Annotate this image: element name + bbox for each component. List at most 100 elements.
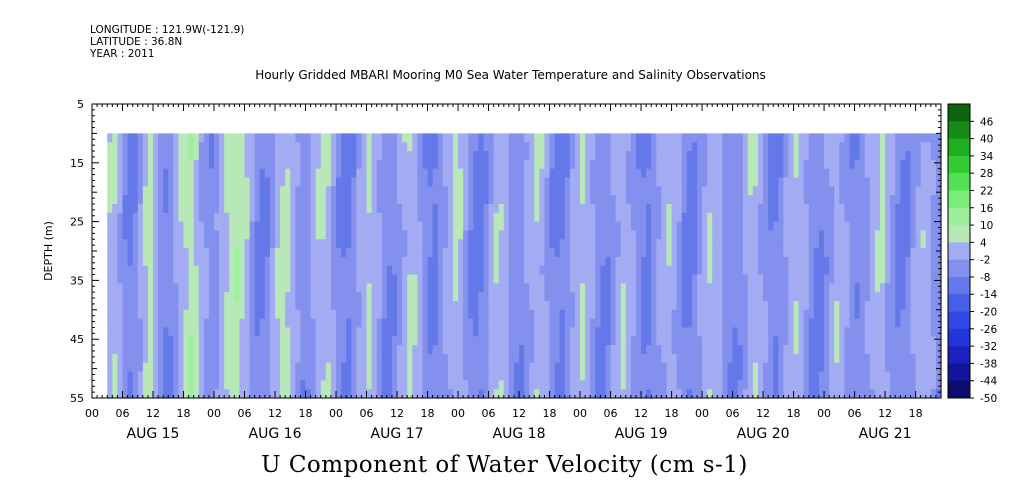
heatmap-cell [666, 256, 673, 267]
heatmap-cell [264, 380, 271, 390]
heatmap-cell [407, 336, 413, 346]
heatmap-cell [407, 300, 413, 311]
heatmap-cell [605, 309, 612, 320]
heatmap-cell [412, 168, 418, 179]
heatmap-cell [905, 265, 912, 276]
heatmap-cell [310, 230, 317, 240]
heatmap-cell [839, 353, 845, 364]
heatmap-cell [808, 195, 815, 205]
heatmap-cell [442, 380, 449, 390]
heatmap-cell [112, 151, 119, 161]
heatmap-cell [722, 300, 729, 311]
heatmap-cell [147, 142, 154, 152]
heatmap-cell [503, 212, 510, 223]
heatmap-cell [895, 327, 901, 337]
heatmap-cell [585, 133, 591, 143]
heatmap-cell [447, 380, 454, 390]
heatmap-cell [646, 362, 652, 373]
heatmap-cell [879, 168, 886, 179]
heatmap-cell [254, 186, 261, 196]
heatmap-cell [346, 318, 352, 329]
heatmap-cell [178, 151, 185, 161]
heatmap-cell [844, 353, 851, 364]
heatmap-cell [371, 142, 378, 152]
heatmap-cell [722, 353, 729, 364]
heatmap-cell [930, 318, 937, 329]
heatmap-cell [437, 274, 444, 284]
heatmap-cell [818, 274, 825, 284]
heatmap-cell [117, 133, 124, 143]
heatmap-cell [696, 203, 703, 214]
heatmap-cell [625, 389, 632, 399]
heatmap-cell [661, 230, 668, 240]
heatmap-cell [386, 133, 393, 143]
heatmap-cell [793, 336, 800, 346]
heatmap-cell [254, 239, 261, 249]
heatmap-cell [879, 248, 886, 258]
heatmap-cell [778, 265, 784, 276]
heatmap-cell [473, 309, 479, 320]
heatmap-cell [925, 371, 932, 381]
heatmap-cell [839, 168, 845, 179]
heatmap-cell [717, 371, 723, 381]
heatmap-cell [524, 336, 530, 346]
heatmap-cell [320, 389, 327, 399]
heatmap-cell [503, 186, 510, 196]
heatmap-cell [712, 283, 718, 293]
heatmap-cell [320, 292, 327, 302]
heatmap-cell [219, 203, 225, 214]
heatmap-cell [798, 353, 805, 364]
heatmap-cell [239, 203, 246, 214]
heatmap-cell [498, 389, 505, 399]
heatmap-cell [300, 309, 307, 320]
heatmap-cell [493, 256, 500, 267]
heatmap-cell [427, 256, 434, 267]
heatmap-cell [391, 248, 398, 258]
heatmap-cell [259, 318, 266, 329]
heatmap-cell [763, 292, 769, 302]
heatmap-cell [229, 327, 235, 337]
heatmap-cell [737, 353, 744, 364]
heatmap-cell [463, 239, 469, 249]
heatmap-cell [325, 336, 332, 346]
heatmap-cell [574, 239, 581, 249]
heatmap-cell [422, 195, 429, 205]
heatmap-cell [676, 221, 683, 232]
heatmap-cell [320, 309, 327, 320]
heatmap-cell [452, 380, 459, 390]
heatmap-cell [371, 283, 378, 293]
heatmap-cell [585, 265, 591, 276]
heatmap-cell [732, 142, 739, 152]
heatmap-cell [402, 256, 408, 267]
heatmap-cell [544, 221, 551, 232]
heatmap-cell [564, 292, 571, 302]
heatmap-cell [107, 195, 113, 205]
heatmap-cell [773, 292, 779, 302]
heatmap-cell [529, 362, 535, 373]
heatmap-cell [447, 371, 454, 381]
heatmap-cell [544, 239, 551, 249]
heatmap-cell [269, 300, 276, 311]
heatmap-cell [275, 309, 281, 320]
heatmap-cell [788, 292, 795, 302]
heatmap-cell [346, 248, 352, 258]
heatmap-cell [524, 159, 530, 170]
heatmap-cell [910, 336, 917, 346]
heatmap-cell [539, 327, 546, 337]
heatmap-cell [554, 212, 561, 223]
heatmap-cell [264, 371, 271, 381]
heatmap-cell [371, 212, 378, 223]
heatmap-cell [112, 159, 119, 170]
heatmap-cell [859, 309, 866, 320]
heatmap-cell [168, 195, 174, 205]
heatmap-cell [869, 168, 876, 179]
heatmap-cell [503, 283, 510, 293]
heatmap-cell [447, 389, 454, 399]
heatmap-cell [122, 353, 129, 364]
heatmap-cell [824, 345, 830, 355]
heatmap-cell [275, 300, 281, 311]
heatmap-cell [269, 336, 276, 346]
heatmap-cell [691, 248, 698, 258]
heatmap-cell [829, 195, 835, 205]
heatmap-cell [752, 300, 759, 311]
